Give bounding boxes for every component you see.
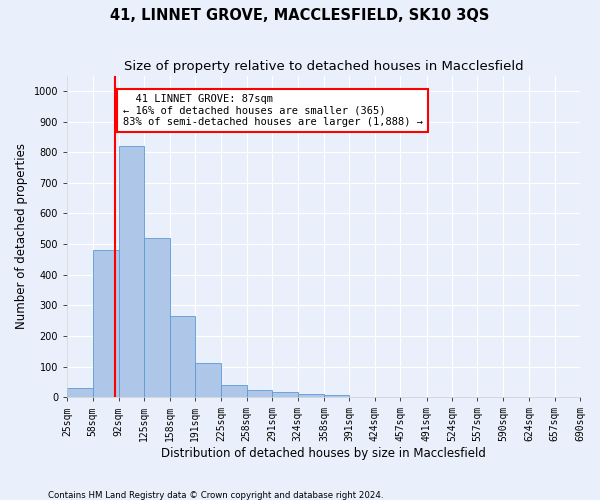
- Y-axis label: Number of detached properties: Number of detached properties: [15, 144, 28, 330]
- Bar: [298, 394, 324, 397]
- Bar: [119, 146, 144, 397]
- Bar: [144, 238, 170, 397]
- Bar: [247, 390, 272, 397]
- Bar: [92, 250, 119, 397]
- Text: Contains HM Land Registry data © Crown copyright and database right 2024.: Contains HM Land Registry data © Crown c…: [48, 490, 383, 500]
- Bar: [67, 388, 92, 397]
- Bar: [221, 385, 247, 397]
- X-axis label: Distribution of detached houses by size in Macclesfield: Distribution of detached houses by size …: [161, 447, 486, 460]
- Bar: [195, 364, 221, 397]
- Bar: [170, 316, 195, 397]
- Bar: [324, 394, 349, 397]
- Text: 41, LINNET GROVE, MACCLESFIELD, SK10 3QS: 41, LINNET GROVE, MACCLESFIELD, SK10 3QS: [110, 8, 490, 22]
- Bar: [272, 392, 298, 397]
- Title: Size of property relative to detached houses in Macclesfield: Size of property relative to detached ho…: [124, 60, 523, 73]
- Text: 41 LINNET GROVE: 87sqm
← 16% of detached houses are smaller (365)
83% of semi-de: 41 LINNET GROVE: 87sqm ← 16% of detached…: [122, 94, 422, 127]
